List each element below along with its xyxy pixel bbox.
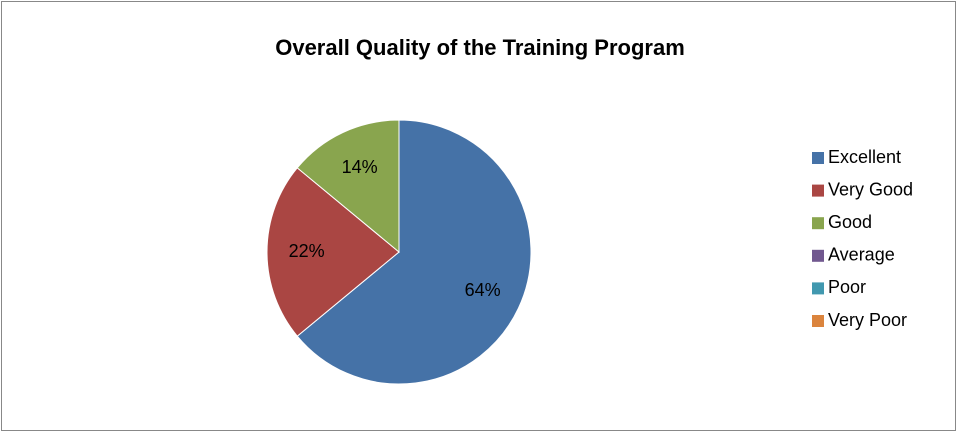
legend-label: Good: [828, 212, 872, 232]
legend-swatch: [812, 152, 824, 164]
pie-slice: [266, 167, 400, 337]
data-label: 22%: [289, 241, 325, 261]
data-label: 64%: [465, 280, 501, 300]
legend-swatch: [812, 184, 824, 197]
legend-swatch: [812, 249, 824, 262]
chart-title: Overall Quality of the Training Program: [275, 35, 685, 60]
legend-swatch: [812, 315, 824, 327]
legend-label: Average: [828, 245, 895, 265]
legend-swatch: [812, 217, 824, 230]
legend-label: Poor: [828, 277, 866, 297]
pie-slice: [296, 119, 532, 385]
legend-label: Excellent: [828, 147, 901, 167]
data-label: 14%: [342, 157, 378, 177]
legend-label: Very Poor: [828, 310, 907, 330]
legend-swatch: [812, 282, 824, 295]
pie-slice: [296, 119, 400, 254]
legend-label: Very Good: [828, 179, 913, 199]
